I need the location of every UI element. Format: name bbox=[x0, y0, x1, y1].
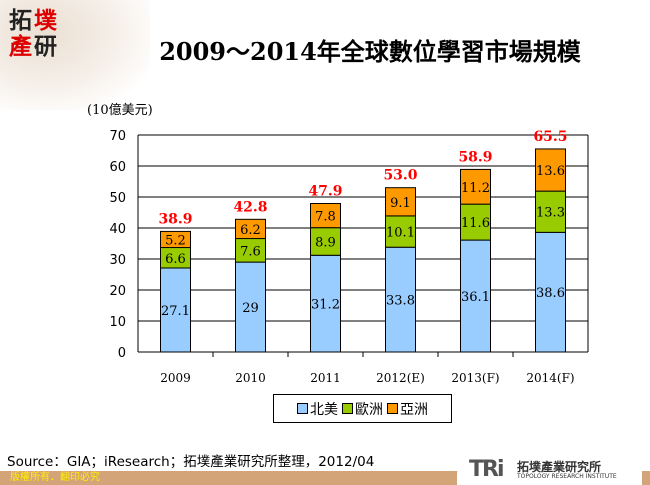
x-tick-label: 2014(F) bbox=[526, 371, 574, 385]
logo-char: 拓 bbox=[9, 8, 32, 34]
total-label: 53.0 bbox=[383, 168, 417, 184]
bar-segment bbox=[460, 239, 491, 353]
legend-swatch bbox=[387, 402, 398, 414]
bar-segment bbox=[160, 267, 191, 353]
data-label: 10.1 bbox=[386, 226, 415, 241]
x-tick-label: 2009 bbox=[160, 371, 191, 385]
x-tick-label: 2012(E) bbox=[376, 371, 425, 385]
background-decoration bbox=[0, 0, 150, 110]
data-label: 38.6 bbox=[536, 286, 565, 301]
total-label: 38.9 bbox=[158, 211, 192, 227]
legend: 北美 歐洲 亞洲 bbox=[273, 394, 452, 423]
logo-char: 產 bbox=[9, 34, 32, 60]
y-tick-label: 30 bbox=[109, 253, 126, 268]
y-tick-label: 0 bbox=[118, 346, 126, 361]
legend-item: 北美 bbox=[297, 399, 338, 419]
y-tick-label: 70 bbox=[109, 129, 126, 144]
data-label: 5.2 bbox=[165, 233, 186, 248]
y-axis-unit: (10億美元) bbox=[87, 103, 153, 118]
legend-swatch bbox=[297, 402, 308, 414]
total-label: 42.8 bbox=[233, 199, 267, 215]
y-tick-label: 20 bbox=[109, 284, 126, 299]
stacked-bar-chart: 0 10 20 30 40 50 60 70 27.1 6.6 5.2 38.9 2009 29 7.6 6.… bbox=[109, 129, 589, 385]
brand-name-zh: 拓墣產業研究所 bbox=[517, 460, 602, 474]
legend-label: 北美 bbox=[310, 401, 338, 418]
bar-segment bbox=[385, 246, 416, 353]
bar-segment bbox=[235, 218, 266, 240]
bar-segment bbox=[535, 148, 566, 192]
logo-char: 墣 bbox=[34, 8, 57, 34]
bar-segment bbox=[310, 203, 341, 229]
data-label: 27.1 bbox=[161, 304, 190, 319]
total-label: 58.9 bbox=[458, 149, 492, 165]
data-label: 7.6 bbox=[240, 244, 261, 259]
y-tick-label: 60 bbox=[109, 160, 126, 175]
data-label: 36.1 bbox=[461, 290, 490, 305]
logo: 拓墣產研 bbox=[8, 8, 60, 63]
data-label: 11.2 bbox=[461, 181, 490, 196]
copyright-text: 版權所有．翻印必究 bbox=[10, 472, 100, 483]
x-tick-label: 2010 bbox=[235, 371, 266, 385]
x-tick-label: 2013(F) bbox=[451, 371, 499, 385]
y-tick-label: 10 bbox=[109, 315, 126, 330]
legend-item: 歐洲 bbox=[342, 399, 383, 419]
bar-segment bbox=[385, 187, 416, 217]
x-tick-label: 2011 bbox=[310, 371, 341, 385]
page-title: 2009～2014年全球數位學習市場規模 bbox=[159, 37, 581, 66]
bar-segment bbox=[235, 261, 266, 353]
legend-item: 亞洲 bbox=[387, 399, 428, 419]
legend-swatch bbox=[342, 402, 353, 414]
total-label: 65.5 bbox=[533, 129, 567, 145]
legend-label: 歐洲 bbox=[355, 401, 383, 418]
brand-logo: TRi 拓墣產業研究所 TOPOLOGY RESEARCH INSTITUTE bbox=[457, 456, 642, 485]
total-label: 47.9 bbox=[308, 184, 342, 200]
tri-mark: TRi bbox=[469, 457, 504, 482]
y-tick-label: 50 bbox=[109, 191, 126, 206]
legend-label: 亞洲 bbox=[400, 401, 428, 418]
bar-segment bbox=[535, 231, 566, 353]
data-label: 9.1 bbox=[390, 196, 411, 211]
bar-segment bbox=[535, 190, 566, 233]
source-note: Source：GIA；iResearch；拓墣產業研究所整理，2012/04 bbox=[7, 454, 375, 470]
logo-char: 研 bbox=[34, 34, 57, 60]
data-label: 31.2 bbox=[311, 298, 340, 313]
brand-name-en: TOPOLOGY RESEARCH INSTITUTE bbox=[517, 473, 617, 480]
bar-segment bbox=[460, 168, 491, 205]
data-label: 13.6 bbox=[536, 164, 565, 179]
data-label: 8.9 bbox=[315, 235, 336, 250]
bar-segment bbox=[310, 254, 341, 353]
data-label: 29 bbox=[242, 301, 259, 316]
data-label: 11.6 bbox=[461, 216, 490, 231]
data-label: 6.2 bbox=[240, 223, 261, 238]
data-label: 33.8 bbox=[386, 294, 415, 309]
data-label: 13.3 bbox=[536, 206, 565, 221]
bar-segment bbox=[160, 230, 191, 249]
y-tick-label: 40 bbox=[109, 222, 126, 237]
data-label: 7.8 bbox=[315, 210, 336, 225]
data-label: 6.6 bbox=[165, 252, 186, 267]
